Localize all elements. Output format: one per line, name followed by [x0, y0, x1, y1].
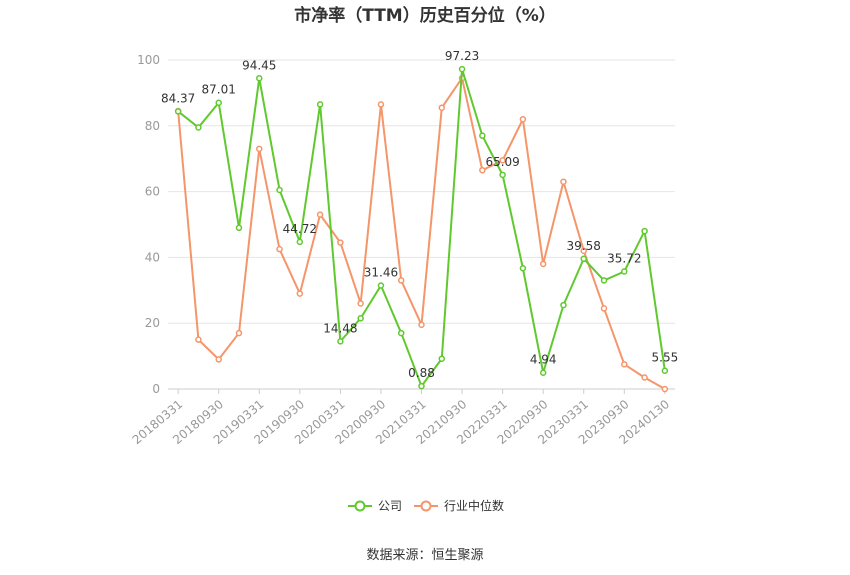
x-axis: 2018033120180930201903312019093020200331…: [130, 388, 675, 447]
source-text: 数据来源：恒生聚源: [366, 548, 483, 563]
data-label: 35.72: [607, 251, 641, 265]
data-point-1: [276, 245, 283, 253]
data-point-0: [296, 238, 304, 246]
data-point-1: [519, 115, 527, 123]
data-point-0: [641, 227, 648, 235]
data-label: 44.72: [283, 222, 317, 236]
data-point-0: [600, 277, 608, 284]
data-label: 39.58: [567, 239, 601, 253]
data-point-0: [661, 367, 669, 374]
y-tick-label: 40: [145, 250, 160, 264]
data-label: 14.48: [323, 321, 357, 335]
data-labels: 84.37 87.01 94.45 44.72 14.48 31.46 0.88 97.23 6…: [161, 49, 678, 380]
data-point-0: [479, 132, 486, 139]
data-point-0: [174, 108, 182, 115]
data-point-0: [195, 124, 202, 131]
data-point-1: [316, 211, 324, 218]
data-point-1: [256, 145, 263, 153]
series-layer: [174, 65, 669, 393]
data-point-1: [357, 300, 364, 307]
data-point-1: [337, 239, 344, 246]
chart-title: 市净率（TTM）历史百分位（%）: [294, 5, 556, 26]
y-tick-label: 80: [145, 119, 160, 133]
data-point-1: [377, 101, 385, 108]
data-label: 87.01: [202, 83, 236, 97]
y-axis: 0 20 40 60 80 100: [137, 53, 160, 396]
data-label: 94.45: [242, 58, 276, 72]
data-point-0: [235, 224, 243, 232]
data-point-0: [397, 329, 405, 337]
data-label: 97.23: [445, 49, 479, 63]
data-point-0: [438, 355, 446, 362]
data-label: 5.55: [652, 351, 679, 365]
data-point-0: [621, 268, 628, 275]
data-point-1: [397, 277, 405, 284]
data-label: 4.94: [530, 353, 557, 367]
data-point-0: [316, 101, 324, 108]
data-point-1: [479, 166, 486, 174]
y-tick-label: 0: [152, 382, 160, 396]
data-point-0: [580, 255, 587, 263]
data-label: 65.09: [485, 155, 519, 169]
data-point-0: [357, 315, 364, 322]
data-point-0: [539, 369, 547, 376]
data-point-1: [195, 336, 202, 343]
data-point-0: [377, 282, 385, 289]
legend[interactable]: 公司 行业中位数: [348, 498, 504, 513]
legend-label[interactable]: 行业中位数: [444, 498, 504, 513]
data-point-1: [600, 305, 608, 312]
data-point-1: [580, 247, 587, 255]
data-point-0: [337, 338, 344, 345]
legend-swatch-marker[interactable]: [354, 500, 366, 512]
data-point-1: [539, 260, 547, 268]
data-point-1: [621, 361, 628, 368]
y-tick-label: 60: [145, 185, 160, 199]
data-point-1: [641, 374, 648, 381]
y-tick-label: 20: [145, 316, 160, 330]
data-point-1: [499, 157, 506, 164]
data-point-0: [560, 301, 567, 309]
data-point-0: [215, 99, 222, 106]
data-label: 0.88: [408, 366, 435, 380]
y-tick-label: 100: [137, 53, 160, 67]
data-point-1: [296, 290, 304, 297]
data-point-1: [418, 321, 425, 329]
data-point-1: [661, 385, 669, 393]
data-point-0: [458, 65, 466, 73]
series-line-1: [177, 77, 666, 390]
data-point-1: [235, 329, 243, 337]
data-point-0: [519, 265, 527, 272]
data-point-0: [256, 75, 263, 82]
legend-swatch-marker[interactable]: [420, 500, 432, 512]
legend-label[interactable]: 公司: [378, 499, 402, 513]
data-point-0: [276, 186, 283, 194]
data-point-1: [438, 104, 446, 111]
data-point-1: [215, 356, 222, 363]
data-point-0: [418, 382, 425, 390]
data-point-0: [499, 171, 506, 179]
data-label: 84.37: [161, 91, 195, 105]
data-point-1: [560, 178, 567, 185]
data-label: 31.46: [364, 265, 398, 279]
